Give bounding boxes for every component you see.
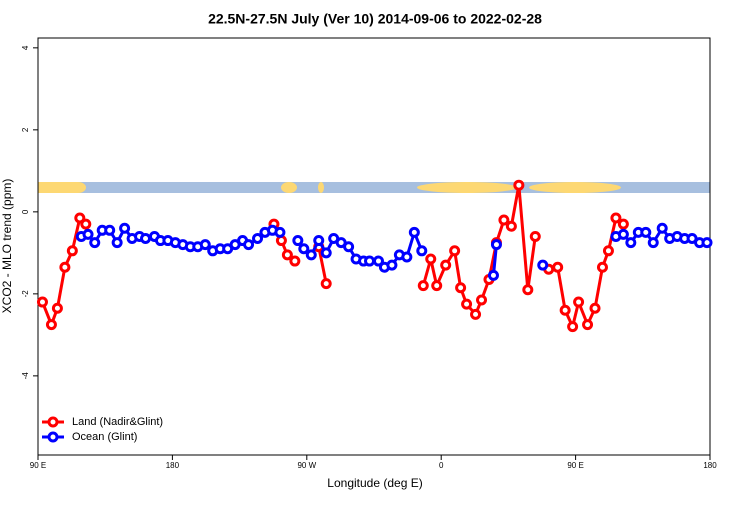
data-point xyxy=(602,245,614,257)
data-point xyxy=(298,243,310,255)
legend-label: Ocean (Glint) xyxy=(72,431,137,443)
mask-band xyxy=(38,182,710,193)
data-point xyxy=(416,245,428,257)
data-point xyxy=(74,212,86,224)
data-point xyxy=(281,249,293,261)
data-point xyxy=(513,179,525,191)
y-tick-label: 4 xyxy=(21,45,30,50)
y-tick-label: 0 xyxy=(21,209,30,214)
data-point xyxy=(617,228,629,240)
chart-title: 22.5N-27.5N July (Ver 10) 2014-09-06 to … xyxy=(208,11,542,27)
data-point xyxy=(119,222,131,234)
data-point xyxy=(573,296,585,308)
data-point xyxy=(305,249,317,261)
data-point xyxy=(505,220,517,232)
data-point xyxy=(647,237,659,249)
x-tick-label: 90 E xyxy=(567,461,583,470)
data-point xyxy=(625,237,637,249)
data-point xyxy=(386,259,398,271)
data-point xyxy=(701,237,713,249)
data-point xyxy=(275,235,287,247)
x-tick-label: 180 xyxy=(166,461,180,470)
data-point xyxy=(461,298,473,310)
y-tick-label: 2 xyxy=(21,127,30,132)
data-point xyxy=(470,308,482,320)
data-point xyxy=(89,237,101,249)
data-point xyxy=(431,280,443,292)
data-point xyxy=(582,319,594,331)
data-point xyxy=(408,226,420,238)
x-tick-label: 180 xyxy=(703,461,717,470)
x-tick-label: 0 xyxy=(439,461,444,470)
data-point xyxy=(487,269,499,281)
data-point xyxy=(656,222,668,234)
data-point xyxy=(449,245,461,257)
data-point xyxy=(111,237,123,249)
y-tick-label: -4 xyxy=(21,372,30,380)
data-point xyxy=(289,255,301,267)
data-point xyxy=(243,239,255,251)
data-point xyxy=(252,233,264,245)
data-point xyxy=(401,251,413,263)
legend-label: Land (Nadir&Glint) xyxy=(72,416,163,428)
x-tick-label: 90 E xyxy=(30,461,46,470)
data-point xyxy=(552,261,564,273)
data-point xyxy=(104,224,116,236)
data-point xyxy=(425,253,437,265)
data-point xyxy=(343,241,355,253)
data-point xyxy=(559,304,571,316)
data-point xyxy=(640,226,652,238)
legend-marker xyxy=(47,431,59,443)
data-point xyxy=(522,284,534,296)
data-point xyxy=(320,247,332,259)
data-point xyxy=(596,261,608,273)
data-point xyxy=(490,239,502,251)
data-point xyxy=(51,302,63,314)
data-point xyxy=(364,255,376,267)
data-point xyxy=(82,228,94,240)
data-point xyxy=(417,280,429,292)
data-point xyxy=(567,321,579,333)
x-axis-label: Longitude (deg E) xyxy=(327,476,422,490)
data-point xyxy=(199,239,211,251)
data-point xyxy=(476,294,488,306)
data-point xyxy=(313,235,325,247)
data-point xyxy=(140,233,152,245)
data-point xyxy=(529,230,541,242)
series-line xyxy=(41,184,625,332)
x-tick-label: 90 W xyxy=(297,461,316,470)
y-tick-label: -2 xyxy=(21,290,30,298)
data-point xyxy=(292,235,304,247)
data-point xyxy=(36,296,48,308)
data-point xyxy=(610,212,622,224)
data-point xyxy=(274,226,286,238)
data-point xyxy=(440,259,452,271)
data-point xyxy=(59,261,71,273)
y-axis-label: XCO2 - MLO trend (ppm) xyxy=(0,179,14,314)
data-point xyxy=(537,259,549,271)
data-point xyxy=(45,319,57,331)
data-point xyxy=(589,302,601,314)
data-point xyxy=(80,218,92,230)
data-point xyxy=(372,255,384,267)
data-point xyxy=(66,245,78,257)
data-point xyxy=(455,282,467,294)
data-point xyxy=(498,214,510,226)
data-point xyxy=(320,278,332,290)
data-point xyxy=(617,218,629,230)
legend-marker xyxy=(47,416,59,428)
